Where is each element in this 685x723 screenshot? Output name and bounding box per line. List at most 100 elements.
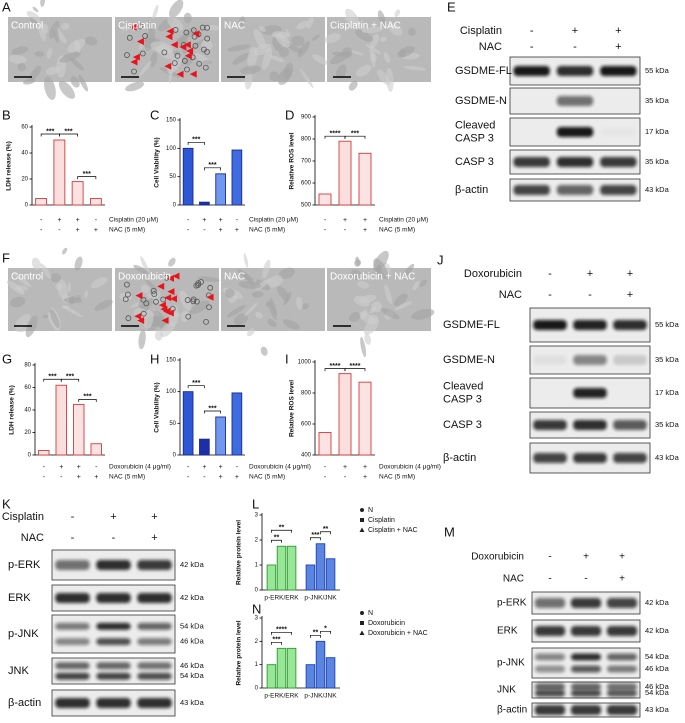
cell-texture: [311, 34, 320, 41]
blot-band: [55, 560, 90, 570]
condition-sign: +: [57, 217, 61, 224]
blot-row-label: ERK: [8, 592, 31, 604]
dead-cell: [206, 304, 212, 311]
arrow: [163, 307, 171, 315]
arrow: [135, 292, 143, 300]
treatment-sign: +: [110, 511, 116, 523]
y-tick-label: 150: [166, 118, 177, 124]
significance-label: **: [274, 535, 280, 542]
molecular-weight: 54 kDa: [645, 688, 670, 697]
condition-sign: -: [187, 217, 190, 224]
panel-letter: E: [447, 0, 456, 14]
blot-row-label: ERK: [497, 626, 518, 637]
condition-label: Cisplatin (20 μM): [379, 217, 428, 224]
arrow: [164, 294, 172, 302]
significance-bracket: [204, 410, 221, 414]
cell-texture: [145, 279, 158, 291]
cell-texture: [69, 57, 84, 71]
cell-texture: [271, 31, 289, 39]
panel-letter: I: [285, 351, 289, 366]
cell-texture: [348, 80, 358, 91]
cell-texture: [344, 17, 361, 27]
blot-band: [556, 127, 594, 137]
blot-strip: [51, 614, 176, 654]
condition-label: Doxorubicin (4 μg/ml): [249, 464, 311, 471]
legend-label: N: [368, 610, 373, 617]
blot-band: [533, 320, 567, 330]
condition-label: NAC (5 mM): [379, 227, 415, 234]
significance-bracket: [271, 529, 292, 533]
significance-bracket: [320, 531, 331, 535]
condition-label: NAC (5 mM): [249, 227, 285, 234]
condition-sign: -: [187, 227, 190, 234]
blot-band: [534, 598, 566, 608]
y-tick-label: 40: [24, 408, 31, 414]
treatment-sign: -: [548, 574, 551, 585]
dead-cell: [143, 300, 150, 307]
treatment-sign: +: [587, 268, 593, 280]
blot-band: [570, 653, 602, 661]
dead-cell: [171, 60, 178, 66]
cell-texture: [335, 64, 347, 79]
significance-bracket: [320, 630, 331, 634]
condition-sign: -: [324, 227, 327, 234]
cell-texture: [251, 291, 264, 298]
cell-texture: [189, 300, 210, 315]
significance-label: ***: [272, 637, 280, 644]
y-tick-label: 400: [301, 453, 312, 459]
bar: [73, 403, 85, 456]
dead-cell: [124, 281, 130, 288]
y-tick-label: 40: [21, 151, 28, 157]
condition-sign: -: [344, 227, 347, 234]
cell-texture: [49, 308, 60, 329]
blot-band: [137, 698, 172, 708]
arrow: [167, 288, 175, 296]
cell-texture: [9, 296, 26, 308]
cell-texture: [282, 319, 300, 330]
y-tick-label: 3: [255, 616, 259, 622]
cell-texture: [296, 296, 303, 310]
blot-band: [573, 320, 607, 330]
blot-band: [137, 638, 172, 646]
dead-cell: [204, 24, 210, 31]
blot-band: [55, 638, 90, 646]
cell-texture: [260, 346, 268, 356]
arrow: [176, 70, 184, 78]
molecular-weight: 46 kDa: [645, 682, 670, 691]
y-axis-label: LDH release (%): [6, 141, 13, 191]
significance-label: **: [313, 630, 319, 637]
condition-sign: -: [95, 464, 98, 471]
bar: [315, 543, 326, 591]
arrow: [172, 272, 180, 280]
condition-sign: +: [219, 474, 223, 481]
cell-texture: [152, 4, 159, 20]
y-tick-label: 800: [301, 137, 312, 143]
treatment-sign: -: [588, 289, 592, 301]
blot-band: [570, 665, 602, 673]
blot-band: [573, 453, 607, 463]
arrow: [137, 316, 145, 324]
condition-sign: +: [363, 474, 367, 481]
blot-row-label: β-actin: [443, 452, 476, 464]
condition-sign: -: [236, 217, 239, 224]
y-axis-label: Relative protein level: [236, 520, 243, 585]
treatment-label: NAC: [499, 289, 522, 301]
cell-texture: [306, 17, 314, 29]
treatment-sign: +: [627, 289, 633, 301]
legend-marker: [360, 611, 364, 615]
cell-texture: [34, 51, 45, 57]
cell-texture: [349, 312, 361, 322]
dead-cell: [184, 297, 191, 303]
blot-band: [556, 185, 594, 195]
blot-row-label: CASP 3: [455, 156, 494, 168]
micrograph-label: Cisplatin: [118, 21, 156, 32]
cell-texture: [84, 290, 89, 298]
treatment-label: NAC: [21, 532, 44, 544]
condition-label: Doxorubicin (4 μg/ml): [109, 464, 171, 471]
cell-texture: [40, 263, 52, 280]
treatment-sign: -: [548, 552, 551, 563]
arrow: [169, 295, 177, 303]
cell-texture: [37, 20, 47, 42]
condition-label: Cisplatin (20 μM): [249, 217, 298, 224]
molecular-weight: 55 kDa: [655, 320, 680, 329]
